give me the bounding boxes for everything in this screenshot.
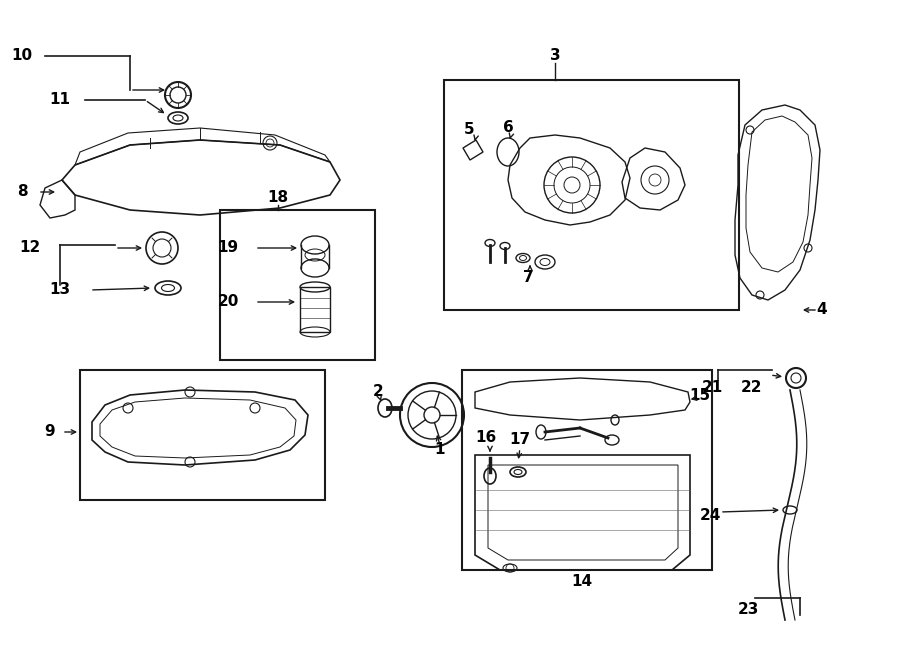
Text: 15: 15 [689, 387, 711, 403]
Bar [80, 370, 325, 500]
Text: 13: 13 [50, 282, 70, 297]
Text: 24: 24 [699, 508, 721, 522]
Text: 2: 2 [373, 385, 383, 399]
Text: 10: 10 [12, 48, 32, 63]
Text: 18: 18 [267, 190, 289, 206]
Bar [444, 80, 739, 310]
Text: 12: 12 [20, 241, 40, 256]
Text: 19: 19 [218, 241, 238, 256]
Text: 9: 9 [45, 424, 55, 440]
Text: 22: 22 [742, 381, 763, 395]
Text: 23: 23 [737, 602, 759, 617]
Text: 8: 8 [17, 184, 27, 200]
Text: 4: 4 [816, 303, 827, 317]
Text: 6: 6 [502, 120, 513, 136]
Text: 11: 11 [50, 93, 70, 108]
Text: 17: 17 [509, 432, 531, 447]
Text: 5: 5 [464, 122, 474, 137]
Bar [300, 287, 330, 332]
Text: 16: 16 [475, 430, 497, 446]
Text: 20: 20 [217, 295, 239, 309]
Text: 21: 21 [701, 381, 723, 395]
Text: 14: 14 [572, 574, 592, 590]
Text: 3: 3 [550, 48, 561, 63]
Bar [462, 370, 712, 570]
Text: 7: 7 [523, 270, 534, 286]
Bar [220, 210, 375, 360]
Text: 1: 1 [435, 442, 446, 457]
